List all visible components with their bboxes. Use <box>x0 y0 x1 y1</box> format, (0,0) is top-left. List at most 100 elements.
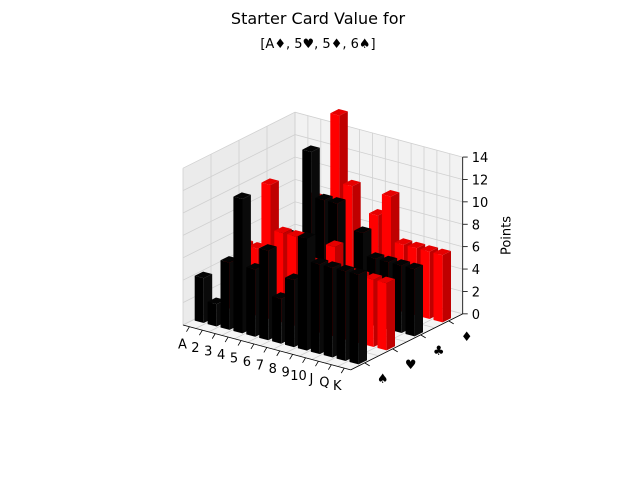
bar-front <box>336 269 346 361</box>
bar-front <box>310 262 320 355</box>
bar-top <box>405 262 423 270</box>
bar-top <box>328 197 346 204</box>
y-tick <box>448 320 454 325</box>
grid-line-z <box>182 111 463 169</box>
z-tick-label: 2 <box>472 285 480 300</box>
bar-top <box>349 268 367 275</box>
z-tick-label: 6 <box>472 241 480 256</box>
bar-side <box>358 270 367 365</box>
y-tick-label: ♥ <box>405 358 417 373</box>
x-tick-label: Q <box>319 376 329 391</box>
x-tick <box>199 329 203 336</box>
grid-line-z <box>182 156 463 214</box>
x-tick <box>328 364 332 370</box>
x-tick-label: 6 <box>243 355 251 370</box>
bar-top <box>297 232 316 239</box>
z-axis-label: Points <box>500 216 515 255</box>
z-tick-label: 8 <box>472 218 480 233</box>
x-tick-label: 5 <box>230 352 238 367</box>
bar-front <box>285 277 295 348</box>
x-tick <box>224 336 229 343</box>
x-tick-label: 8 <box>269 362 277 377</box>
bar-side <box>414 265 423 337</box>
bar-front <box>323 265 333 358</box>
bar-top <box>233 192 251 199</box>
bar-top <box>330 109 348 116</box>
bar-top <box>379 255 398 263</box>
bar-top <box>323 261 342 268</box>
x-tick-label: J <box>309 372 314 387</box>
bar-top <box>302 145 320 152</box>
x-tick-label: 10 <box>290 369 307 384</box>
bar-top <box>366 252 385 259</box>
x-tick <box>340 367 345 374</box>
grid-line-z <box>182 178 463 236</box>
grid-line-z <box>182 134 463 191</box>
bar-front <box>349 272 359 365</box>
x-tick-label: 3 <box>204 345 212 360</box>
bar-group <box>194 109 451 365</box>
x-tick-label: 4 <box>217 348 225 363</box>
grid-line-z <box>182 201 463 259</box>
x-tick-label: 7 <box>256 358 264 373</box>
z-tick-label: 10 <box>472 196 489 211</box>
bar-side <box>442 251 451 323</box>
x-tick-label: 2 <box>191 341 199 356</box>
y-tick-label: ♦ <box>461 330 473 345</box>
z-tick-label: 0 <box>472 308 480 323</box>
bar-front <box>259 248 269 341</box>
bar-top <box>259 244 277 251</box>
bar-top <box>353 226 372 233</box>
bar-top <box>394 238 413 245</box>
x-tick <box>263 347 268 353</box>
x-tick-label: K <box>333 379 342 394</box>
bar-top <box>392 259 411 266</box>
bar-top <box>274 226 292 234</box>
bar-top <box>433 248 451 256</box>
bar-top <box>364 273 383 280</box>
x-tick-label: 9 <box>282 365 290 380</box>
bar-K-1 <box>377 276 395 351</box>
bar-top <box>261 178 279 185</box>
chart-subtitle: [A♦, 5♥, 5♦, 6♠] <box>260 37 375 52</box>
bar-top <box>336 264 355 272</box>
y-tick <box>420 334 426 339</box>
bar-top <box>407 241 426 249</box>
x-tick <box>211 333 216 339</box>
bar-top <box>325 240 344 247</box>
x-tick <box>250 343 255 350</box>
y-tick <box>392 348 398 353</box>
x-tick <box>315 361 319 367</box>
z-tick-label: 4 <box>472 263 480 278</box>
x-tick <box>302 357 306 363</box>
y-axis-line <box>350 313 463 371</box>
bar-front <box>297 236 307 351</box>
bar-top <box>315 193 333 201</box>
bar-top <box>377 276 395 284</box>
z-tick-label: 12 <box>472 173 489 188</box>
bar-K-0 <box>349 268 367 365</box>
x-tick <box>237 340 242 346</box>
bar-top <box>420 245 439 252</box>
bar-front <box>272 296 282 344</box>
bar-front <box>207 301 217 327</box>
x-tick <box>289 354 293 360</box>
y-tick <box>364 362 370 367</box>
bar-front <box>194 275 204 323</box>
bar-front <box>377 280 387 351</box>
bar-top <box>381 190 400 197</box>
bar-top <box>194 271 213 279</box>
bar-side <box>386 279 395 351</box>
y-tick-label: ♠ <box>377 372 389 387</box>
bar-front <box>220 260 230 330</box>
chart-title: Starter Card Value for <box>231 9 406 28</box>
x-tick-label: A <box>178 338 187 353</box>
x-tick <box>186 326 190 332</box>
bar-front <box>433 252 443 323</box>
bar-front <box>246 267 256 337</box>
z-tick-label: 14 <box>472 151 489 166</box>
x-tick <box>276 350 281 357</box>
bar-front <box>233 196 243 334</box>
